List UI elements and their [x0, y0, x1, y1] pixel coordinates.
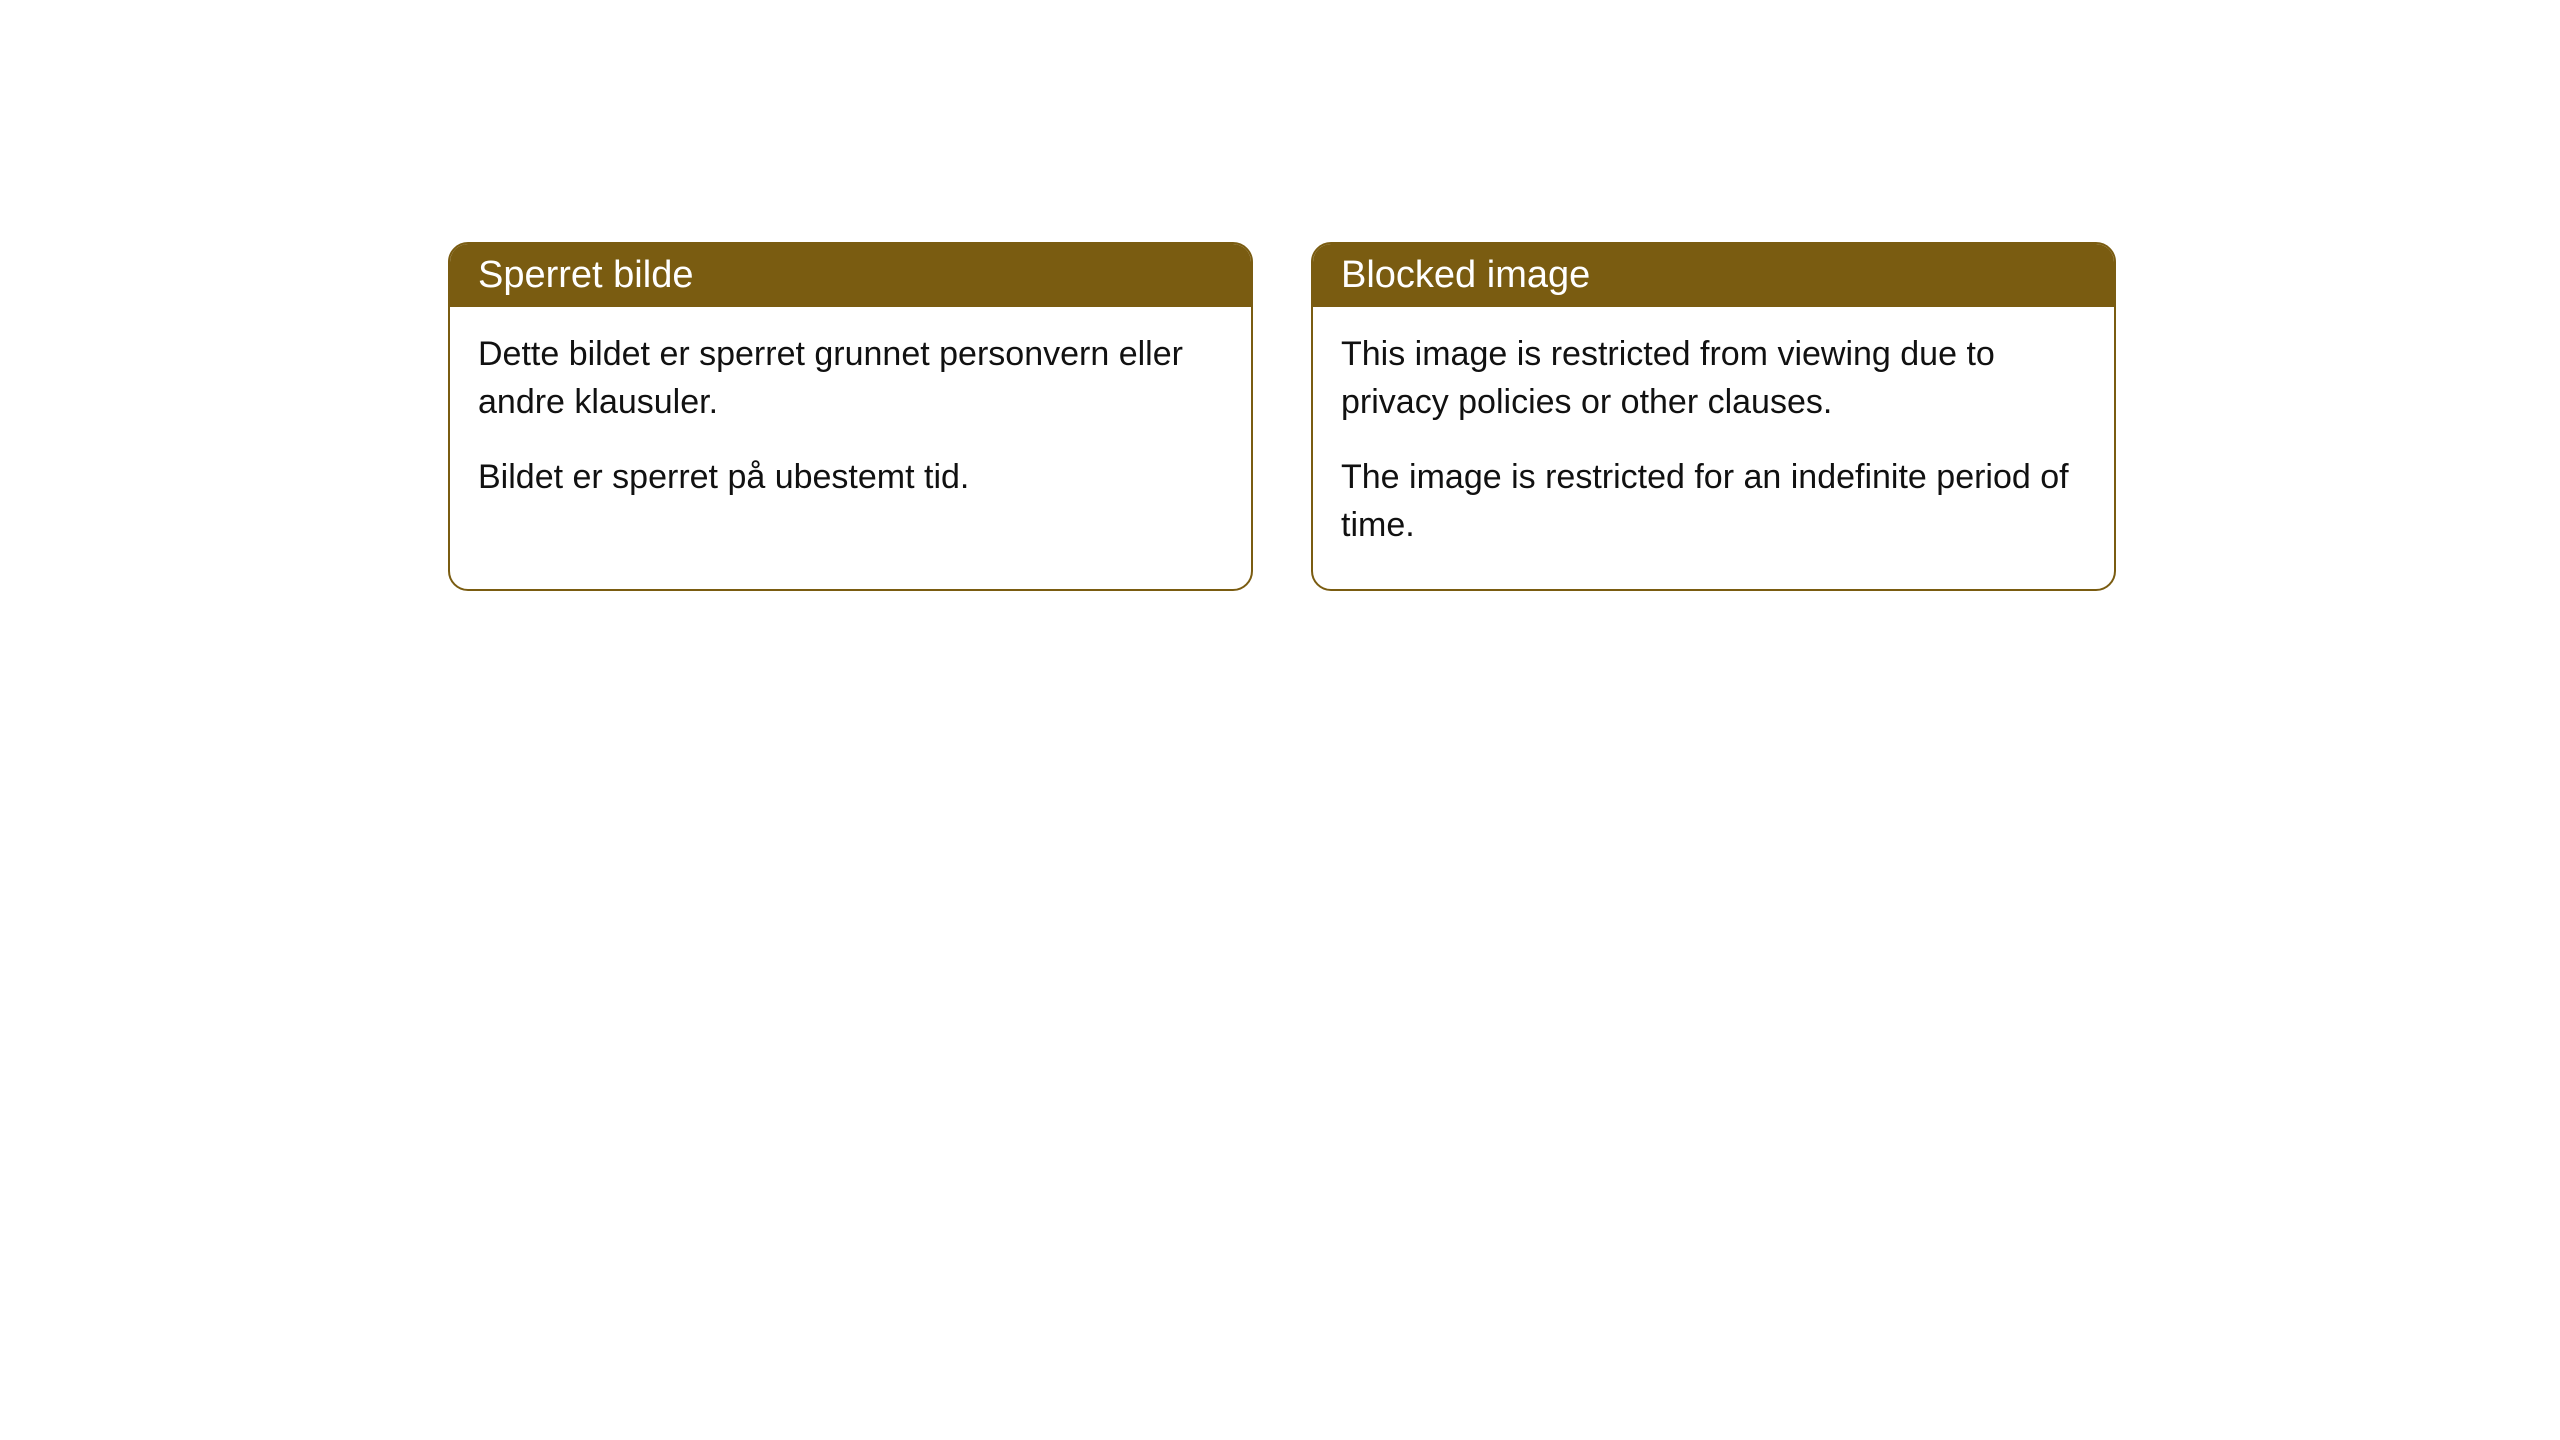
- card-body: Dette bildet er sperret grunnet personve…: [450, 307, 1251, 542]
- card-title: Blocked image: [1341, 254, 1590, 296]
- notice-cards-container: Sperret bilde Dette bildet er sperret gr…: [448, 242, 2116, 591]
- blocked-image-card-en: Blocked image This image is restricted f…: [1311, 242, 2116, 591]
- card-paragraph: The image is restricted for an indefinit…: [1341, 454, 2086, 549]
- card-title: Sperret bilde: [478, 254, 693, 296]
- card-paragraph: Dette bildet er sperret grunnet personve…: [478, 331, 1223, 426]
- card-header: Blocked image: [1313, 244, 2114, 307]
- card-header: Sperret bilde: [450, 244, 1251, 307]
- blocked-image-card-no: Sperret bilde Dette bildet er sperret gr…: [448, 242, 1253, 591]
- card-paragraph: This image is restricted from viewing du…: [1341, 331, 2086, 426]
- card-paragraph: Bildet er sperret på ubestemt tid.: [478, 454, 1223, 502]
- card-body: This image is restricted from viewing du…: [1313, 307, 2114, 589]
